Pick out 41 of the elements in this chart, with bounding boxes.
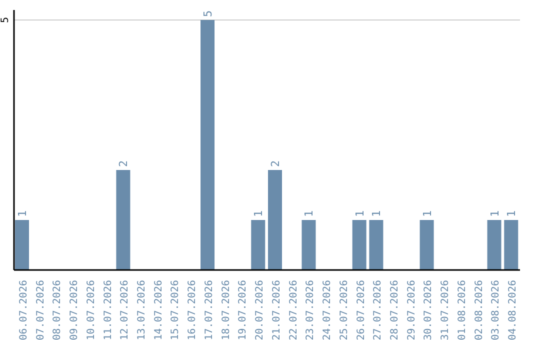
x-tick-label: 26.07.2026 bbox=[356, 280, 367, 340]
data-label: 1 bbox=[488, 210, 502, 217]
x-tick-label: 04.08.2026 bbox=[508, 280, 519, 340]
x-tick-label: 23.07.2026 bbox=[305, 280, 316, 340]
x-tick-label: 14.07.2026 bbox=[153, 280, 164, 340]
x-tick-label: 15.07.2026 bbox=[170, 280, 182, 340]
x-tick-label: 11.07.2026 bbox=[102, 280, 114, 340]
x-tick-label: 12.07.2026 bbox=[120, 280, 131, 340]
x-tick-label: 30.07.2026 bbox=[423, 280, 434, 340]
x-tick-label: 17.07.2026 bbox=[204, 280, 215, 340]
x-tick-label: 31.07.2026 bbox=[440, 280, 452, 340]
data-label: 1 bbox=[420, 210, 434, 217]
data-label: 1 bbox=[302, 210, 316, 217]
data-label: 1 bbox=[353, 210, 366, 217]
x-tick-label: 29.07.2026 bbox=[406, 280, 418, 340]
x-tick-label: 02.08.2026 bbox=[474, 280, 485, 340]
data-label: 5 bbox=[202, 10, 215, 17]
x-tick-label: 24.07.2026 bbox=[322, 280, 334, 340]
x-tick-label: 27.07.2026 bbox=[372, 280, 384, 340]
x-tick-label: 03.08.2026 bbox=[490, 280, 502, 340]
x-tick-label: 20.07.2026 bbox=[254, 280, 266, 340]
x-tick-label: 21.07.2026 bbox=[271, 280, 282, 340]
data-label: 1 bbox=[370, 210, 384, 217]
data-label: 1 bbox=[505, 210, 518, 217]
x-tick-label: 22.07.2026 bbox=[288, 280, 300, 340]
x-tick-label: 13.07.2026 bbox=[136, 280, 148, 340]
x-tick-label: 25.07.2026 bbox=[338, 280, 350, 340]
data-label: 2 bbox=[269, 160, 282, 167]
data-label: 2 bbox=[117, 160, 130, 167]
x-tick-label: 10.07.2026 bbox=[86, 280, 97, 340]
x-tick-label: 18.07.2026 bbox=[220, 280, 232, 340]
x-tick-label: 16.07.2026 bbox=[187, 280, 198, 340]
x-tick-label: 09.07.2026 bbox=[69, 280, 80, 340]
data-label: 1 bbox=[252, 210, 266, 217]
x-tick-label: 19.07.2026 bbox=[238, 280, 249, 340]
x-tick-label: 06.07.2026 bbox=[18, 280, 30, 340]
x-tick-label: 08.07.2026 bbox=[52, 280, 64, 340]
x-tick-label: 28.07.2026 bbox=[390, 280, 400, 340]
x-tick-label: 07.07.2026 bbox=[35, 280, 46, 340]
x-tick-label: 01.08.2026 bbox=[456, 280, 468, 340]
data-label: 1 bbox=[16, 210, 29, 217]
